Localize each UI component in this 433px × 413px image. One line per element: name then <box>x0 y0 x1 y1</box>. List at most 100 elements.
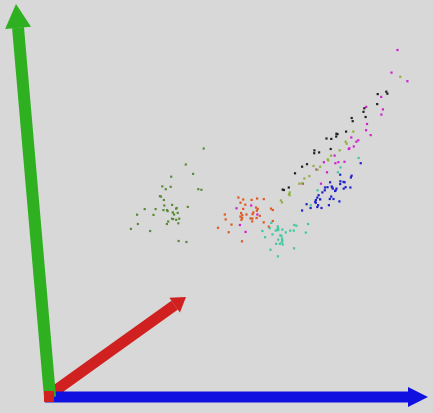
scatter-point <box>164 188 167 191</box>
scatter-point <box>136 222 139 226</box>
scatter-point <box>280 237 284 240</box>
scatter-point <box>316 189 319 192</box>
scatter-point <box>325 171 329 174</box>
z-axis-arrow <box>48 297 186 398</box>
scatter-point <box>300 182 303 185</box>
scatter-point <box>317 204 320 207</box>
scatter-point <box>177 239 180 243</box>
scatter-point <box>362 110 365 113</box>
scatter-point <box>339 166 342 169</box>
scatter-point <box>347 147 350 151</box>
scatter-point <box>345 130 348 133</box>
scatter-point <box>329 181 332 184</box>
scatter-point <box>386 92 389 95</box>
scatter-point <box>173 213 176 216</box>
scatter-point <box>161 185 164 188</box>
scatter-point <box>330 195 333 198</box>
scatter-point <box>319 165 322 168</box>
points-layer <box>129 48 409 258</box>
scatter-point <box>269 248 272 251</box>
scatter-point <box>255 216 258 220</box>
scatter-point <box>269 207 273 210</box>
scatter-point <box>365 129 368 132</box>
scatter-point <box>170 175 173 178</box>
scatter-point <box>278 242 281 245</box>
scatter-point <box>271 219 274 223</box>
scatter-point <box>305 203 308 206</box>
scatter-point <box>251 213 254 216</box>
scatter-point <box>334 189 337 192</box>
scatter-point <box>264 236 267 239</box>
scatter-point <box>345 142 348 145</box>
scatter-point <box>342 187 345 190</box>
scatter-point <box>143 208 146 211</box>
scatter-point <box>261 229 264 233</box>
scatter-point <box>329 154 333 157</box>
scatter-point <box>240 218 243 221</box>
scatter-point <box>244 230 247 233</box>
scatter-point <box>396 48 399 52</box>
scatter-point <box>277 238 280 241</box>
scatter-point <box>355 140 358 143</box>
scatter-point <box>331 187 334 190</box>
scatter-point <box>202 147 205 150</box>
scatter-point <box>197 188 200 191</box>
scatter-point <box>240 240 244 243</box>
scatter-point <box>319 182 323 185</box>
scatter-point <box>292 229 295 232</box>
scatter-point <box>284 231 287 234</box>
scatter-point <box>325 137 328 140</box>
scatter-point <box>330 185 333 188</box>
scatter-point <box>254 206 258 209</box>
scatter-point <box>380 95 383 98</box>
scatter-point <box>169 185 172 188</box>
scatter-point <box>149 229 152 233</box>
scatter-point <box>280 241 283 244</box>
scatter-point <box>175 207 178 210</box>
scatter-point <box>328 197 331 201</box>
scatter-point <box>317 194 320 197</box>
scatter-point <box>350 116 353 120</box>
scatter-point <box>239 201 242 204</box>
scatter-point <box>241 216 244 220</box>
scatter-point <box>237 196 240 199</box>
scatter-point <box>381 108 384 111</box>
scatter-point <box>364 115 367 119</box>
scatter-point <box>322 161 325 164</box>
scatter-point <box>339 183 342 186</box>
scatter-point <box>337 161 340 164</box>
scatter-point <box>250 198 253 201</box>
scatter-point <box>184 163 187 166</box>
scatter-point <box>282 188 285 192</box>
scatter-point <box>288 191 291 194</box>
scatter-point <box>336 171 339 174</box>
scatter-point <box>240 212 243 215</box>
scatter-point <box>365 105 368 108</box>
scatter-point <box>380 113 383 116</box>
scatter-point <box>357 139 360 142</box>
scatter-point <box>242 207 245 210</box>
origin-marker <box>44 391 54 402</box>
scatter-point <box>276 228 279 231</box>
scatter-point <box>152 213 155 216</box>
scatter-point <box>216 226 220 229</box>
x-axis-arrow <box>45 387 428 407</box>
scatter-point <box>301 209 304 212</box>
scatter-point <box>330 137 333 140</box>
scatter-point <box>359 162 362 165</box>
scatter-point <box>267 225 270 228</box>
scatter-point <box>280 201 284 204</box>
scatter-point <box>276 255 279 258</box>
scatter-point <box>275 242 278 245</box>
scatter-point <box>136 213 139 216</box>
scatter-point <box>323 186 327 189</box>
scatter-point <box>376 93 379 96</box>
scatter-point <box>320 206 323 210</box>
scatter-point <box>308 175 311 178</box>
scatter-point <box>255 209 258 212</box>
scatter-point <box>242 198 245 201</box>
scatter-point <box>230 223 233 226</box>
scatter-point <box>178 217 181 220</box>
